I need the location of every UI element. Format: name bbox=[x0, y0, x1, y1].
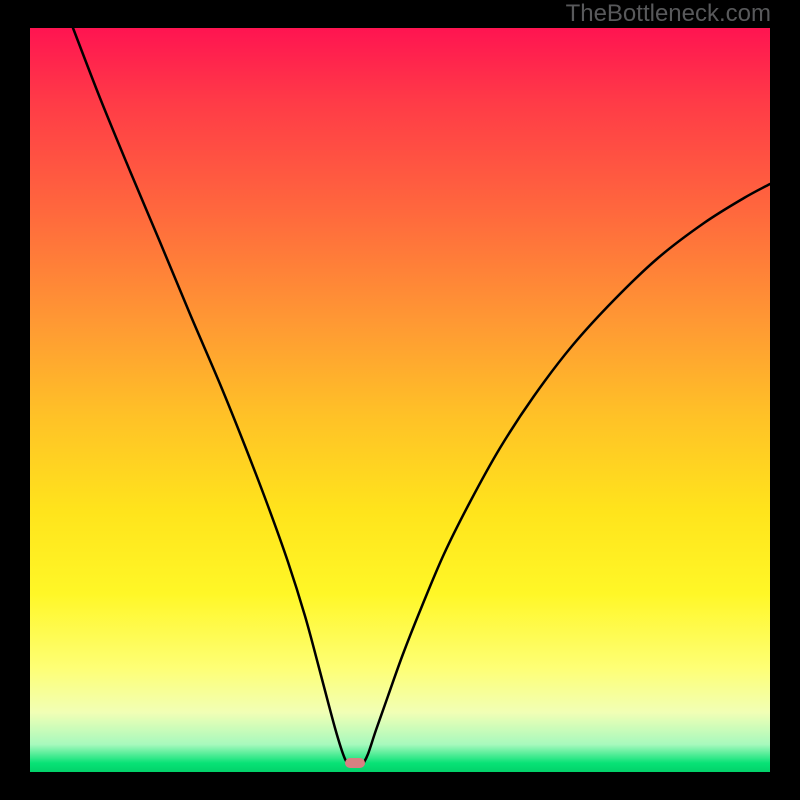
optimum-marker bbox=[345, 758, 365, 768]
chart-frame: TheBottleneck.com bbox=[0, 0, 800, 800]
watermark-text: TheBottleneck.com bbox=[566, 0, 771, 28]
plot-area bbox=[30, 28, 770, 772]
curve-layer bbox=[30, 28, 770, 772]
bottleneck-curve bbox=[73, 28, 770, 764]
